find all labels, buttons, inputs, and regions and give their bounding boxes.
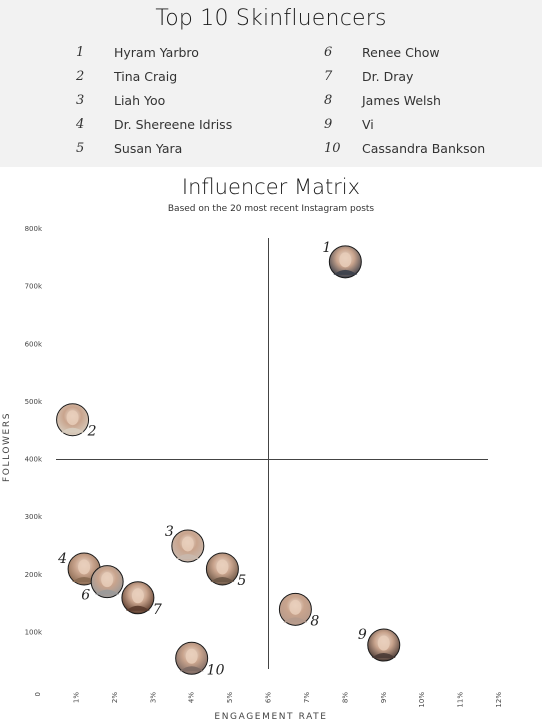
avatar-shoulders [95,589,120,595]
x-tick-label: 11% [457,692,465,708]
influencer-name: James Welsh [362,93,441,108]
avatar-shoulders [60,427,85,433]
x-tick-label: 7% [303,692,311,703]
y-axis-ticks: 100k 200k 300k 400k 500k 600k 700k 800k [25,225,43,636]
rank-number: 1 [76,45,85,60]
x-tick-label: 1% [72,692,80,703]
rank-number: 9 [324,117,333,132]
chart-subtitle: Based on the 20 most recent Instagram po… [167,204,375,214]
x-axis-title: ENGAGEMENT RATE [214,712,327,722]
point-rank-label: 5 [237,573,246,589]
x-tick-label: 5% [226,692,234,703]
quadrant-lines [56,238,488,669]
y-tick-label: 700k [25,283,43,291]
influencer-name: Hyram Yarbro [114,45,199,60]
avatar-face [216,559,229,575]
avatar-shoulders [175,553,200,559]
avatar-shoulders [125,605,150,611]
influencer-name: Liah Yoo [114,93,166,108]
data-point[interactable]: 3 [165,524,205,563]
influencer-name: Dr. Shereene Idriss [114,117,233,132]
avatar-face [181,536,194,552]
data-points: 1 2 3 4 5 6 7 8 9 10 [56,240,401,678]
data-point[interactable]: 8 [278,592,319,629]
y-axis-title: FOLLOWERS [2,412,12,482]
influencer-name: Vi [362,117,374,132]
data-point[interactable]: 2 [56,403,97,440]
data-point[interactable]: 10 [175,641,225,678]
point-rank-label: 3 [165,524,174,540]
avatar-face [185,648,198,664]
avatar-face [339,252,352,268]
data-point[interactable]: 1 [322,240,362,279]
data-point[interactable]: 6 [81,565,124,604]
avatar-face [377,635,390,651]
influencer-name: Tina Craig [114,69,178,84]
rank-number: 6 [324,45,333,60]
point-rank-label: 10 [207,662,225,678]
rank-number: 7 [324,69,333,84]
x-tick-label: 4% [188,692,196,703]
x-tick-label: 12% [495,692,503,708]
rank-number: 10 [324,141,341,156]
top10-panel: Top 10 Skinfluencers 1 Hyram Yarbro 2 Ti… [0,0,542,167]
avatar-shoulders [72,576,97,582]
y-tick-label: 200k [25,571,43,579]
avatar-face [78,559,91,575]
avatar-shoulders [333,269,358,275]
influencer-name: Renee Chow [362,45,440,60]
avatar-shoulders [283,617,308,623]
influencer-name: Dr. Dray [362,69,414,84]
point-rank-label: 4 [57,551,67,567]
rank-number: 3 [76,93,85,108]
influencer-name: Cassandra Bankson [362,141,486,156]
point-rank-label: 6 [81,588,90,604]
avatar-face [289,599,302,615]
x-tick-label: 3% [149,692,157,703]
data-point[interactable]: 5 [205,552,246,589]
rank-number: 4 [76,117,85,132]
point-rank-label: 7 [153,602,162,618]
point-rank-label: 9 [358,627,367,643]
y-tick-label: 500k [25,398,43,406]
y-tick-label: 100k [25,628,43,636]
x-axis-ticks: 0 1% 2% 3% 4% 5% 6% 7% 8% 9% 10% 11% 12% [34,692,503,708]
avatar-face [66,410,79,426]
x-tick-label: 2% [111,692,119,703]
x-tick-label: 0 [34,692,42,696]
x-tick-label: 6% [265,692,273,703]
rank-number: 5 [76,141,85,156]
y-tick-label: 600k [25,340,43,348]
chart-title: Influencer Matrix [181,175,361,199]
x-tick-label: 8% [341,692,349,703]
avatar-face [101,572,114,588]
rank-number: 8 [324,93,333,108]
avatar-shoulders [179,666,204,672]
y-tick-label: 400k [25,456,43,464]
avatar-shoulders [210,576,235,582]
data-point[interactable]: 7 [121,581,162,618]
influencer-name: Susan Yara [114,141,183,156]
x-tick-label: 10% [418,692,426,708]
x-tick-label: 9% [380,692,388,703]
avatar-shoulders [371,653,396,659]
avatar-face [131,588,144,604]
rank-number: 2 [76,69,85,84]
y-tick-label: 800k [25,225,43,233]
y-tick-label: 300k [25,513,43,521]
top10-title: Top 10 Skinfluencers [155,6,387,31]
point-rank-label: 8 [310,613,319,629]
point-rank-label: 2 [87,424,97,440]
data-point[interactable]: 9 [358,627,401,662]
point-rank-label: 1 [322,240,331,256]
